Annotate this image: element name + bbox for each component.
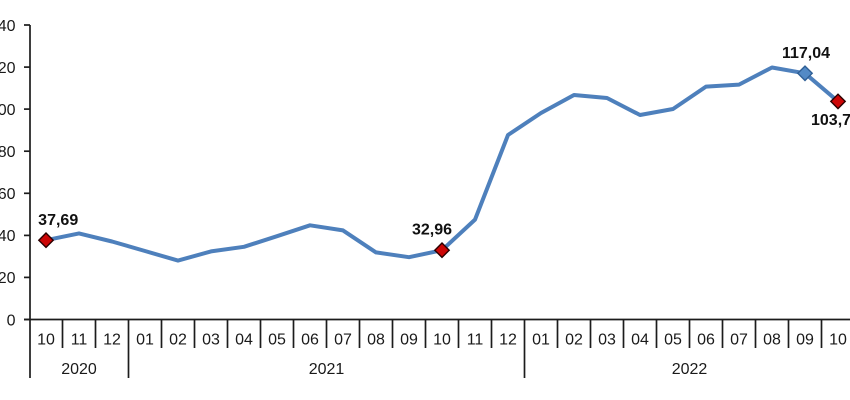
svg-text:10: 10 [829, 331, 847, 348]
svg-text:01: 01 [532, 331, 550, 348]
svg-text:09: 09 [400, 331, 418, 348]
svg-text:120: 120 [0, 60, 16, 77]
svg-text:11: 11 [467, 331, 484, 348]
svg-text:103,71: 103,71 [811, 112, 850, 129]
svg-text:07: 07 [334, 331, 352, 348]
svg-text:2020: 2020 [61, 361, 97, 378]
svg-text:11: 11 [71, 331, 88, 348]
svg-text:05: 05 [664, 331, 682, 348]
svg-text:60: 60 [0, 186, 16, 203]
svg-text:08: 08 [367, 331, 385, 348]
svg-text:12: 12 [103, 331, 121, 348]
svg-text:09: 09 [796, 331, 814, 348]
svg-text:04: 04 [235, 331, 253, 348]
svg-text:80: 80 [0, 144, 16, 161]
svg-text:05: 05 [268, 331, 286, 348]
svg-text:32,96: 32,96 [412, 221, 452, 238]
svg-text:02: 02 [169, 331, 187, 348]
svg-text:20: 20 [0, 270, 16, 287]
svg-text:03: 03 [598, 331, 616, 348]
svg-text:0: 0 [7, 312, 16, 329]
svg-text:100: 100 [0, 102, 16, 119]
svg-text:2021: 2021 [309, 361, 345, 378]
svg-text:40: 40 [0, 228, 16, 245]
svg-text:37,69: 37,69 [38, 212, 78, 229]
svg-text:01: 01 [136, 331, 154, 348]
svg-text:117,04: 117,04 [782, 45, 830, 62]
svg-text:10: 10 [37, 331, 55, 348]
svg-text:06: 06 [301, 331, 319, 348]
svg-text:2022: 2022 [672, 361, 708, 378]
svg-text:140: 140 [0, 18, 16, 35]
svg-text:10: 10 [433, 331, 451, 348]
svg-text:02: 02 [565, 331, 583, 348]
svg-text:04: 04 [631, 331, 649, 348]
svg-text:03: 03 [202, 331, 220, 348]
svg-text:07: 07 [730, 331, 748, 348]
svg-text:08: 08 [763, 331, 781, 348]
svg-text:06: 06 [697, 331, 715, 348]
svg-text:12: 12 [499, 331, 517, 348]
